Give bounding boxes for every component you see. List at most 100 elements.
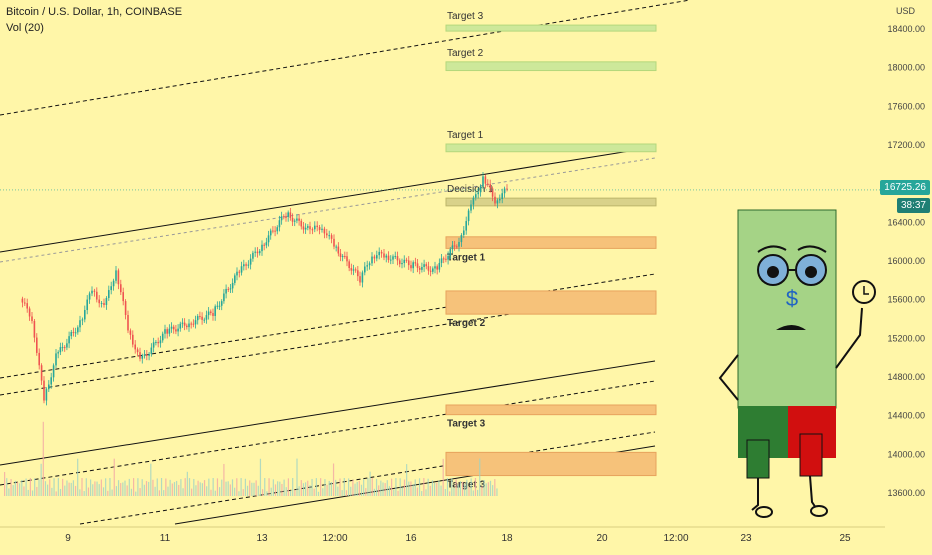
candle-body	[385, 255, 388, 258]
volume-bar	[216, 478, 219, 496]
volume-bar	[74, 485, 77, 496]
candle-body	[298, 218, 300, 221]
mascot-leg-line-right	[809, 475, 817, 509]
candle-body	[352, 269, 355, 271]
volume-bar	[294, 489, 296, 496]
volume-bar	[320, 478, 322, 496]
volume-bar	[203, 480, 206, 496]
volume-bar	[489, 480, 492, 496]
candle-body	[134, 344, 136, 350]
volume-bar	[455, 479, 457, 496]
candle-body	[210, 311, 212, 313]
volume-bar	[309, 485, 311, 496]
volume-bar	[6, 478, 8, 496]
zone-label: Target 2	[447, 318, 486, 329]
candle-body	[326, 233, 328, 236]
volume-bar	[315, 478, 317, 496]
volume-bar	[397, 490, 399, 496]
candle-body	[127, 314, 129, 331]
candle-body	[166, 329, 168, 334]
x-tick-label: 9	[65, 533, 71, 544]
candle-body	[157, 341, 159, 344]
candle-body	[168, 328, 171, 334]
volume-bar	[292, 478, 294, 496]
candle-body	[79, 320, 81, 328]
target-zone	[445, 404, 657, 416]
x-tick-label: 20	[596, 533, 608, 544]
candle-body	[105, 298, 108, 305]
candle-body	[136, 349, 139, 353]
candle-body	[155, 341, 157, 343]
volume-bar	[16, 482, 19, 496]
candle-body	[364, 266, 366, 273]
volume-bar	[453, 487, 455, 496]
volume-bar	[483, 479, 485, 496]
candle-body	[33, 320, 36, 338]
candle-body	[311, 229, 314, 231]
y-tick-label: 18000.00	[887, 63, 925, 73]
volume-bar	[135, 491, 137, 496]
volume-bar	[378, 485, 380, 496]
candle-body	[366, 265, 368, 267]
volume-bar	[403, 479, 406, 496]
candle-body	[354, 269, 357, 271]
volume-bar	[384, 483, 386, 496]
candle-body	[55, 353, 57, 366]
volume-bar	[481, 486, 483, 496]
volume-bar	[171, 483, 173, 496]
price-badge: 16725.26	[880, 180, 930, 195]
candle-body	[278, 220, 281, 228]
candle-body	[423, 264, 425, 268]
volume-bar	[85, 478, 87, 496]
candle-body	[503, 188, 506, 194]
y-tick-label: 14000.00	[887, 449, 925, 459]
volume-bar	[182, 488, 184, 496]
volume-bar	[375, 478, 378, 496]
volume-bar	[225, 481, 227, 496]
trend-line	[0, 360, 656, 466]
volume-bar	[195, 485, 197, 496]
candle-body	[291, 217, 294, 222]
candle-body	[376, 255, 378, 259]
volume-bar	[10, 479, 12, 496]
candle-body	[96, 291, 98, 300]
volume-bar	[266, 491, 268, 496]
volume-bar	[496, 488, 498, 496]
candle-body	[380, 251, 383, 254]
volume-bar	[55, 491, 57, 496]
candle-body	[48, 384, 50, 390]
candle-body	[344, 256, 346, 258]
x-tick-label: 13	[256, 533, 268, 544]
candle-body	[98, 299, 100, 304]
volume-bar	[219, 487, 221, 496]
countdown-badge: 38:37	[896, 198, 930, 213]
volume-bar	[302, 483, 305, 496]
volume-bar	[380, 480, 382, 496]
zone-label: Target 1	[447, 252, 486, 263]
volume-bar	[464, 483, 466, 496]
volume-bar	[128, 478, 130, 496]
volume-bar	[180, 479, 182, 496]
candle-body	[389, 259, 392, 261]
volume-bar	[160, 478, 163, 496]
candle-body	[218, 305, 221, 307]
volume-bar	[365, 488, 367, 496]
candle-body	[373, 256, 376, 259]
volume-bar	[25, 478, 27, 496]
candle-body	[418, 267, 421, 270]
candle-body	[410, 265, 412, 269]
volume-bar	[494, 479, 496, 496]
candle-body	[236, 271, 238, 276]
volume-bar	[201, 483, 203, 496]
candle-body	[416, 263, 419, 268]
volume-bar	[421, 491, 423, 496]
candle-body	[74, 332, 77, 334]
volume-bar	[442, 458, 444, 496]
candle-body	[45, 389, 48, 401]
volume-bar	[472, 490, 474, 496]
candle-body	[421, 267, 423, 270]
mascot-arm-left	[718, 354, 739, 401]
candle-body	[247, 264, 250, 266]
candle-body	[40, 365, 43, 381]
